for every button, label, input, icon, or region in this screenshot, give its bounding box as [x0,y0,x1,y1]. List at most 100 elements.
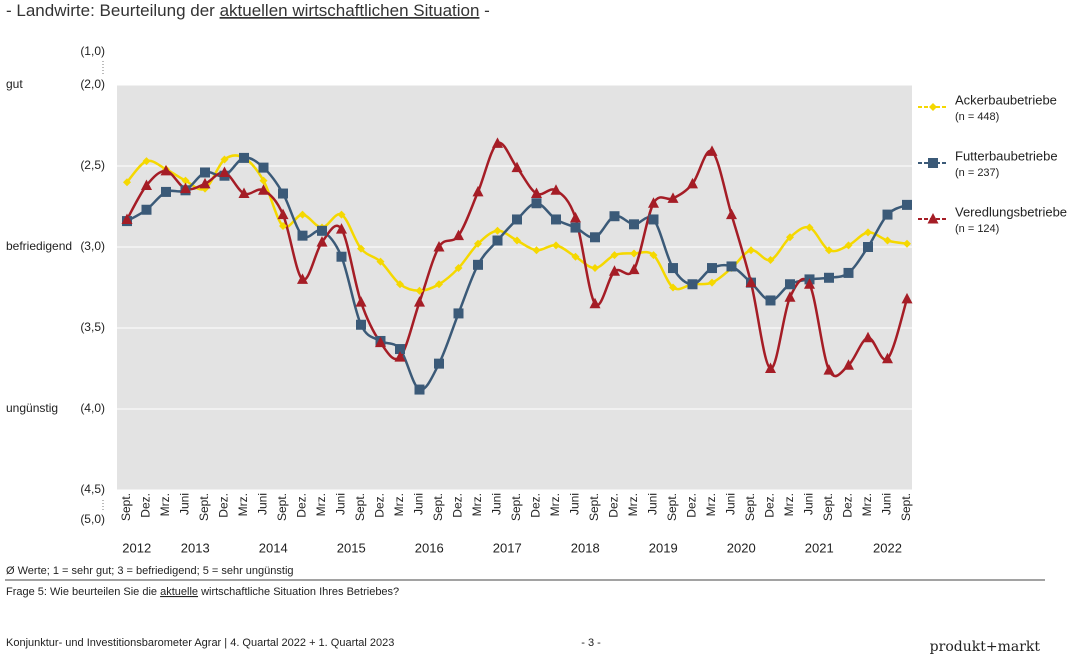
x-tick-label: Dez. [295,493,309,518]
marker [648,197,659,208]
year-label: 2018 [571,540,600,555]
marker [414,384,425,395]
marker [492,137,503,148]
marker [394,351,406,362]
marker [395,344,405,355]
legend-label: Futterbaubetriebe [955,148,1058,163]
x-tick-label: Dez. [139,493,153,518]
marker [903,239,911,248]
legend-marker [928,158,938,168]
y-tick-label: (2,5) [80,158,105,172]
marker [239,152,249,163]
marker [902,199,912,210]
marker [453,308,464,319]
x-tick-label: Mrz. [782,493,796,516]
marker [454,264,463,273]
marker [726,208,737,220]
marker [142,157,151,166]
marker [825,246,833,255]
year-label: 2019 [649,540,678,555]
x-tick-label: Mrz. [470,493,484,516]
marker [220,155,229,164]
marker [357,244,365,253]
x-tick-label: Juni [334,493,348,515]
marker [473,259,483,270]
marker [161,186,171,197]
year-label: 2020 [727,540,756,555]
x-tick-label: Mrz. [704,493,718,516]
x-tick-label: Dez. [841,493,855,518]
x-tick-label: Sept. [275,493,289,521]
marker [297,273,308,284]
y-scale-end-label: (5,0) [80,512,105,526]
marker [883,236,892,245]
marker [843,267,854,278]
marker [726,261,737,272]
x-tick-label: Sept. [665,493,679,521]
x-tick-label: Sept. [587,493,601,521]
marker [180,182,191,194]
y-tick-label: (2,0) [80,77,105,91]
x-tick-label: Sept. [509,493,523,521]
marker [707,263,717,274]
marker [219,166,230,177]
year-label: 2012 [122,540,151,555]
x-tick-label: Sept. [431,493,445,521]
x-tick-label: Juni [568,493,582,515]
year-label: 2016 [415,540,444,555]
x-tick-label: Juni [178,493,192,515]
marker [570,211,581,223]
marker [121,213,133,224]
x-tick-label: Sept. [821,493,835,521]
x-tick-label: Mrz. [158,493,172,516]
marker [181,176,190,185]
x-tick-label: Dez. [685,493,699,518]
title-part: - [479,1,489,20]
marker [375,336,386,348]
y-scale-end-label: (1,0) [80,44,105,58]
marker [141,204,152,215]
marker [745,276,757,288]
legend-marker [927,213,939,224]
marker [766,255,775,264]
x-tick-label: Sept. [743,493,757,521]
x-tick-label: Juni [802,493,816,515]
marker [805,223,814,232]
marker [882,209,893,220]
marker [901,292,913,304]
marker [804,278,815,289]
marker [279,221,287,230]
x-tick-label: Dez. [373,493,387,518]
marker [649,251,658,260]
marker [785,279,795,290]
x-tick-label: Juni [490,493,504,515]
marker [258,162,269,173]
title-part: aktuellen wirtschaftlichen Situation [220,1,480,20]
marker [591,264,599,273]
marker [336,251,347,262]
marker [844,241,853,250]
x-tick-label: Sept. [197,493,211,521]
x-tick-label: Mrz. [236,493,250,516]
marker [550,184,562,195]
marker [199,177,211,189]
marker [784,291,796,302]
marker [765,295,776,306]
legend-label: Ackerbaubetriebe [955,92,1057,107]
marker [513,236,521,245]
marker [337,210,346,219]
marker [433,241,445,252]
marker [532,246,541,255]
marker [434,358,444,369]
marker [823,364,835,375]
marker [317,225,327,236]
marker [571,252,580,261]
marker [765,362,776,373]
y-tick-label: (4,0) [80,401,105,415]
legend-label: Veredlungsbetriebe [955,204,1067,219]
y-verbal-label: ungünstig [6,401,58,415]
marker [609,211,620,222]
marker [259,176,268,185]
marker [786,233,794,242]
marker [590,232,600,243]
